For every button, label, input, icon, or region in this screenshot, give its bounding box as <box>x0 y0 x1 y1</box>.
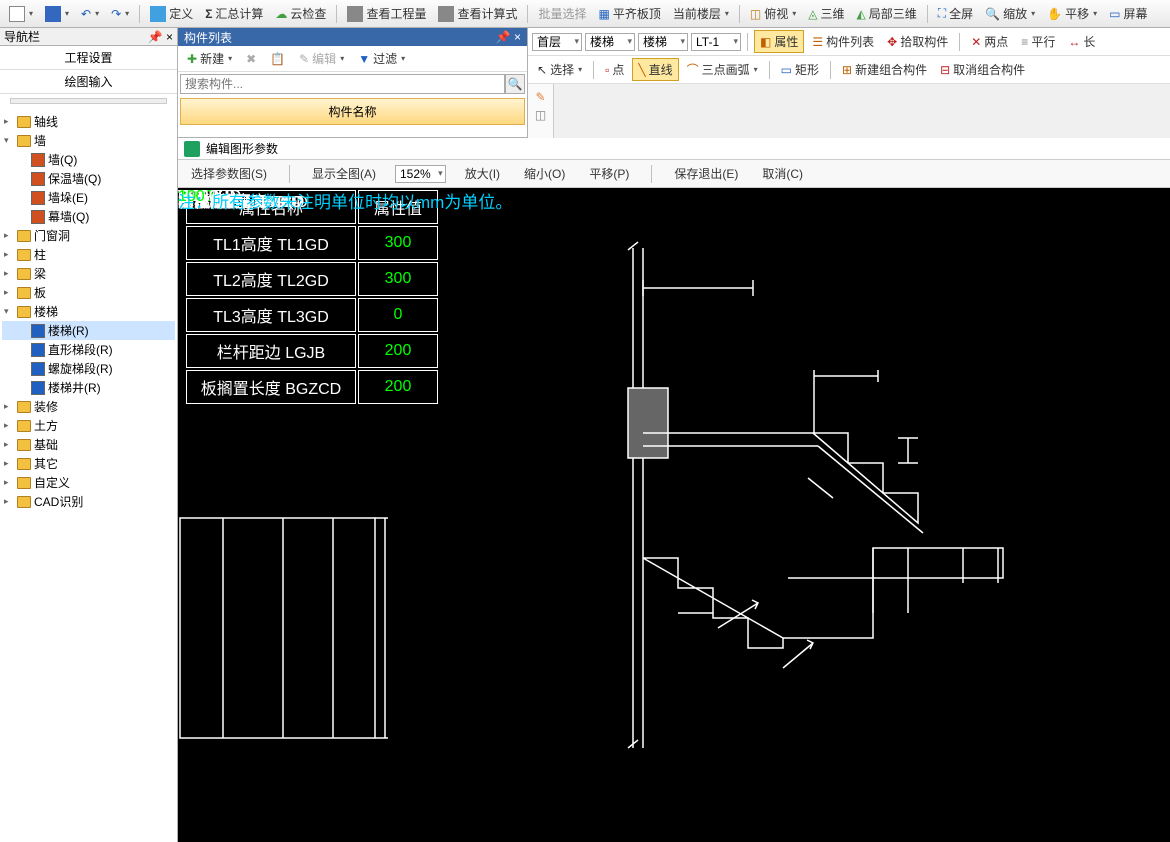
tree-item[interactable]: 幕墙(Q) <box>2 207 175 226</box>
two-point-button[interactable]: ✕两点 <box>966 31 1013 52</box>
tree-item[interactable]: ▸自定义 <box>2 473 175 492</box>
line-button[interactable]: ╲直线 <box>632 58 678 81</box>
new-doc-button[interactable]: ▾ <box>4 4 38 24</box>
pan-button[interactable]: ✋平移▾ <box>1042 3 1102 24</box>
current-floor-button[interactable]: 当前楼层▾ <box>668 3 734 24</box>
arc-button[interactable]: ⌒三点画弧▾ <box>682 59 763 80</box>
search-input[interactable] <box>180 74 505 94</box>
component-list-title: 构件列表 📌 × <box>178 28 527 46</box>
right-toolbars: 首层 楼梯 楼梯 LT-1 ◧属性 ☰构件列表 ✥拾取构件 ✕两点 ≡平行 ↔长… <box>528 28 1170 84</box>
drawing-svg <box>178 188 1170 842</box>
zoom-in-button[interactable]: 放大(I) <box>460 163 505 184</box>
instance-combo[interactable]: LT-1 <box>691 33 741 51</box>
nav-panel: 导航栏 📌 × 工程设置 绘图输入 ▸轴线▾墙墙(Q)保温墙(Q)墙垛(E)幕墙… <box>0 28 178 842</box>
undo-button[interactable]: ↶▾ <box>76 5 104 23</box>
dialog-toolbar: 选择参数图(S) 显示全图(A) 152% 放大(I) 缩小(O) 平移(P) … <box>178 160 1170 188</box>
search-button[interactable]: 🔍 <box>505 74 525 94</box>
define-button[interactable]: 定义 <box>145 3 198 24</box>
side-tools: ✎ ◫ <box>528 84 554 138</box>
zoom-button[interactable]: 🔍缩放▾ <box>980 3 1040 24</box>
pan-button2[interactable]: 平移(P) <box>584 163 634 184</box>
new-group-button[interactable]: ⊞新建组合构件 <box>837 59 932 80</box>
edit-button[interactable]: ✎编辑▾ <box>294 48 349 69</box>
tree-item[interactable]: ▸土方 <box>2 416 175 435</box>
category-combo[interactable]: 楼梯 <box>585 33 635 51</box>
drawing-area[interactable]: 属性名称属性值 TL1高度 TL1GD300 TL2高度 TL2GD300 TL… <box>178 188 1170 842</box>
tree-item[interactable]: 楼梯(R) <box>2 321 175 340</box>
save-exit-button[interactable]: 保存退出(E) <box>669 163 743 184</box>
nav-header: 导航栏 📌 × <box>0 28 177 46</box>
zoom-combo[interactable]: 152% <box>395 165 446 183</box>
tree-item[interactable]: ▾楼梯 <box>2 302 175 321</box>
grid-column-header: 构件名称 <box>180 98 525 125</box>
copy-button[interactable]: 📋 <box>265 50 290 68</box>
comp-list-button[interactable]: ☰构件列表 <box>807 31 879 52</box>
nav-section-project[interactable]: 工程设置 <box>0 46 177 70</box>
tree-item[interactable]: ▸梁 <box>2 264 175 283</box>
new-component-button[interactable]: ✚新建▾ <box>182 48 237 69</box>
batch-select-button[interactable]: 批量选择 <box>533 3 591 24</box>
view-formula-button[interactable]: 查看计算式 <box>433 3 522 24</box>
filter-button[interactable]: ▼过滤▾ <box>353 48 410 69</box>
parallel-button[interactable]: ≡平行 <box>1016 31 1060 52</box>
align-top-button[interactable]: ▦平齐板顶 <box>593 3 665 24</box>
dialog-titlebar: 编辑图形参数 <box>178 138 1170 160</box>
fullscreen-button[interactable]: ⛶全屏 <box>933 3 978 24</box>
select-button[interactable]: ↖选择▾ <box>532 59 587 80</box>
select-param-button[interactable]: 选择参数图(S) <box>186 163 272 184</box>
nav-tree: ▸轴线▾墙墙(Q)保温墙(Q)墙垛(E)幕墙(Q)▸门窗洞▸柱▸梁▸板▾楼梯楼梯… <box>0 108 177 515</box>
ungroup-button[interactable]: ⊟取消组合构件 <box>935 59 1030 80</box>
nav-section-draw[interactable]: 绘图输入 <box>0 70 177 94</box>
tree-item[interactable]: ▸门窗洞 <box>2 226 175 245</box>
eraser-icon[interactable]: ◫ <box>535 108 546 122</box>
screen-button[interactable]: ▭屏幕 <box>1104 3 1152 24</box>
rect-button[interactable]: ▭矩形 <box>776 59 824 80</box>
save-button[interactable]: ▾ <box>40 4 74 24</box>
top-view-button[interactable]: ◫俯视▾ <box>745 3 801 24</box>
tree-item[interactable]: ▸板 <box>2 283 175 302</box>
pin-icon[interactable]: 📌 <box>496 30 511 44</box>
dialog-icon <box>184 141 200 157</box>
tree-item[interactable]: 墙(Q) <box>2 150 175 169</box>
tree-item[interactable]: ▸CAD识别 <box>2 492 175 511</box>
pick-button[interactable]: ✥拾取构件 <box>882 31 953 52</box>
tree-item[interactable]: 墙垛(E) <box>2 188 175 207</box>
brush-icon[interactable]: ✎ <box>535 90 545 104</box>
tree-item[interactable]: ▸基础 <box>2 435 175 454</box>
view-quantity-button[interactable]: 查看工程量 <box>342 3 431 24</box>
tree-item[interactable]: 直形梯段(R) <box>2 340 175 359</box>
tree-item[interactable]: ▸装修 <box>2 397 175 416</box>
point-button[interactable]: ▫点 <box>600 59 629 80</box>
3d-button[interactable]: ◬三维 <box>803 3 849 24</box>
show-all-button[interactable]: 显示全图(A) <box>307 163 381 184</box>
tree-item[interactable]: ▸其它 <box>2 454 175 473</box>
tree-item[interactable]: ▸轴线 <box>2 112 175 131</box>
collapse-bar[interactable] <box>10 98 167 104</box>
tree-item[interactable]: ▾墙 <box>2 131 175 150</box>
type-combo[interactable]: 楼梯 <box>638 33 688 51</box>
sum-button[interactable]: Σ汇总计算 <box>200 3 268 24</box>
close-icon[interactable]: × <box>514 30 521 44</box>
close-icon[interactable]: × <box>166 30 173 44</box>
floor-combo[interactable]: 首层 <box>532 33 582 51</box>
length-button[interactable]: ↔长 <box>1063 31 1100 52</box>
pin-icon[interactable]: 📌 <box>148 30 163 44</box>
local-3d-button[interactable]: ◭局部三维 <box>852 3 922 24</box>
cloud-check-button[interactable]: ☁云检查 <box>270 3 331 24</box>
redo-button[interactable]: ↷▾ <box>106 5 134 23</box>
main-toolbar: ▾ ▾ ↶▾ ↷▾ 定义 Σ汇总计算 ☁云检查 查看工程量 查看计算式 批量选择… <box>0 0 1170 28</box>
delete-button[interactable]: ✖ <box>241 50 261 68</box>
tree-item[interactable]: ▸柱 <box>2 245 175 264</box>
cancel-button[interactable]: 取消(C) <box>757 163 808 184</box>
component-list-panel: 构件列表 📌 × ✚新建▾ ✖ 📋 ✎编辑▾ ▼过滤▾ 🔍 构件名称 <box>178 28 528 138</box>
dialog-title: 编辑图形参数 <box>206 140 278 157</box>
property-button[interactable]: ◧属性 <box>754 30 804 53</box>
tree-item[interactable]: 楼梯井(R) <box>2 378 175 397</box>
tree-item[interactable]: 保温墙(Q) <box>2 169 175 188</box>
zoom-out-button[interactable]: 缩小(O) <box>519 163 570 184</box>
tree-item[interactable]: 螺旋梯段(R) <box>2 359 175 378</box>
